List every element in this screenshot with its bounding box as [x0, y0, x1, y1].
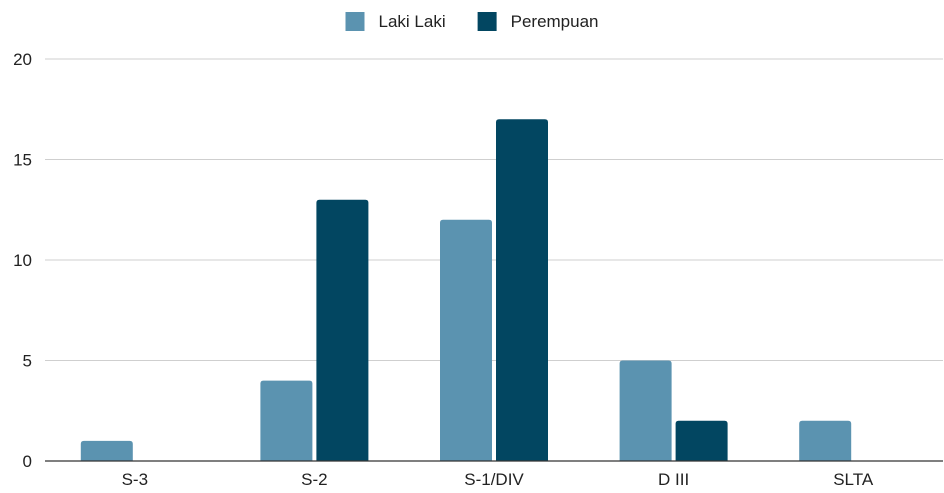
bar-laki-laki-2 — [440, 219, 492, 461]
x-tick-label: S-3 — [122, 470, 148, 488]
legend-label-laki-laki: Laki Laki — [379, 12, 446, 31]
legend-swatch-perempuan — [477, 12, 497, 31]
x-tick-label: SLTA — [833, 470, 874, 488]
x-axis-ticks: S-3 S-2 S-1/DIV D III SLTA — [122, 470, 874, 489]
bar-perempuan-3 — [675, 420, 728, 461]
bar-laki-laki-0 — [80, 440, 133, 461]
bar-perempuan-1 — [316, 199, 369, 461]
bar-laki-laki-1 — [260, 380, 313, 461]
y-tick-label: 20 — [13, 50, 32, 69]
y-tick-label: 0 — [23, 452, 32, 471]
bar-perempuan-2 — [496, 119, 548, 462]
legend: Laki Laki Perempuan — [345, 12, 599, 31]
y-tick-label: 10 — [13, 251, 32, 270]
bar-laki-laki-3 — [619, 360, 672, 461]
legend-label-perempuan: Perempuan — [511, 12, 599, 31]
bar-laki-laki-4 — [799, 420, 852, 461]
x-tick-label: S-2 — [301, 470, 327, 488]
y-tick-label: 15 — [13, 151, 32, 170]
x-tick-label: S-1/DIV — [464, 470, 524, 488]
bars — [80, 119, 852, 462]
y-tick-label: 5 — [23, 352, 32, 371]
y-axis-ticks: 0 5 10 15 20 — [13, 50, 32, 471]
legend-swatch-laki-laki — [345, 12, 365, 31]
gridlines — [45, 58, 943, 361]
x-tick-label: D III — [658, 470, 689, 488]
